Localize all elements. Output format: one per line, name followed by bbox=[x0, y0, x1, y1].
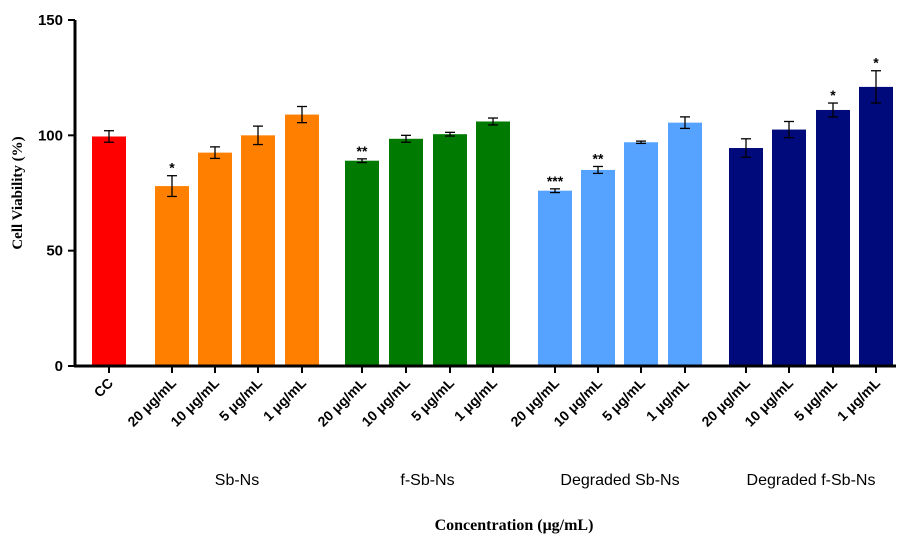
y-ticks-layer: 0 50 100 150 bbox=[38, 12, 75, 375]
significance-marker: * bbox=[873, 55, 879, 71]
error-bars-layer bbox=[104, 70, 881, 198]
y-tick-label: 50 bbox=[46, 243, 63, 260]
error-bar bbox=[167, 175, 177, 198]
significance-marker: *** bbox=[547, 173, 564, 189]
bar bbox=[859, 86, 893, 366]
error-bar bbox=[488, 117, 498, 126]
x-axis-label: Concentration (μg/mL) bbox=[435, 517, 594, 534]
error-bar bbox=[297, 105, 307, 124]
x-tick-label: CC bbox=[90, 375, 116, 401]
x-tick-label: 5 μg/mL bbox=[791, 374, 841, 424]
x-tick-label: 5 μg/mL bbox=[599, 374, 649, 424]
error-bar bbox=[784, 120, 794, 139]
error-bar bbox=[593, 165, 603, 175]
bar bbox=[538, 190, 572, 366]
significance-marker: * bbox=[830, 87, 836, 103]
x-tick-label: 5 μg/mL bbox=[408, 374, 458, 424]
significance-layer: ********** bbox=[169, 55, 879, 189]
significance-marker: ** bbox=[357, 143, 368, 159]
group-label: Degraded f-Sb-Ns bbox=[747, 472, 876, 489]
bar bbox=[345, 160, 379, 366]
y-tick-label: 100 bbox=[38, 127, 63, 144]
y-tick-label: 150 bbox=[38, 12, 63, 29]
bar bbox=[241, 135, 275, 366]
error-bar bbox=[741, 138, 751, 158]
error-bar bbox=[636, 140, 646, 145]
x-tick-label: 1 μg/mL bbox=[643, 374, 693, 424]
bar bbox=[285, 114, 319, 366]
axes-layer bbox=[73, 20, 896, 368]
error-bar bbox=[445, 131, 455, 137]
error-bar bbox=[104, 130, 114, 143]
bar bbox=[476, 121, 510, 366]
bar bbox=[198, 152, 232, 366]
group-labels-layer: Sb-Ns f-Sb-Ns Degraded Sb-Ns Degraded f-Sb-… bbox=[215, 472, 876, 489]
significance-marker: ** bbox=[593, 150, 604, 166]
error-bar bbox=[253, 125, 263, 146]
error-bar bbox=[680, 116, 690, 130]
significance-marker: * bbox=[169, 160, 175, 176]
bar bbox=[816, 109, 850, 367]
y-axis-label: Cell Viability (%) bbox=[10, 136, 26, 249]
group-label: Sb-Ns bbox=[215, 472, 259, 489]
error-bar bbox=[357, 158, 367, 164]
error-bar bbox=[550, 188, 560, 194]
x-tick-label: 10 μg/mL bbox=[358, 374, 413, 429]
group-label: f-Sb-Ns bbox=[400, 472, 454, 489]
y-tick-label: 0 bbox=[55, 358, 63, 375]
x-tick-label: 1 μg/mL bbox=[834, 374, 884, 424]
bar bbox=[155, 186, 189, 366]
bar bbox=[433, 134, 467, 366]
group-label: Degraded Sb-Ns bbox=[560, 472, 679, 489]
bars-layer bbox=[92, 86, 893, 367]
bar bbox=[624, 142, 658, 366]
error-bar bbox=[210, 146, 220, 160]
error-bar bbox=[828, 102, 838, 118]
bar bbox=[92, 136, 126, 366]
bar bbox=[389, 138, 423, 366]
x-tick-label: 1 μg/mL bbox=[260, 374, 310, 424]
bar bbox=[729, 148, 763, 366]
bar bbox=[581, 169, 615, 366]
bar bbox=[668, 122, 702, 366]
error-bar bbox=[401, 134, 411, 143]
error-bar bbox=[871, 70, 881, 104]
bar bbox=[772, 129, 806, 366]
x-tick-label: 5 μg/mL bbox=[216, 374, 266, 424]
x-tick-label: 1 μg/mL bbox=[451, 374, 501, 424]
